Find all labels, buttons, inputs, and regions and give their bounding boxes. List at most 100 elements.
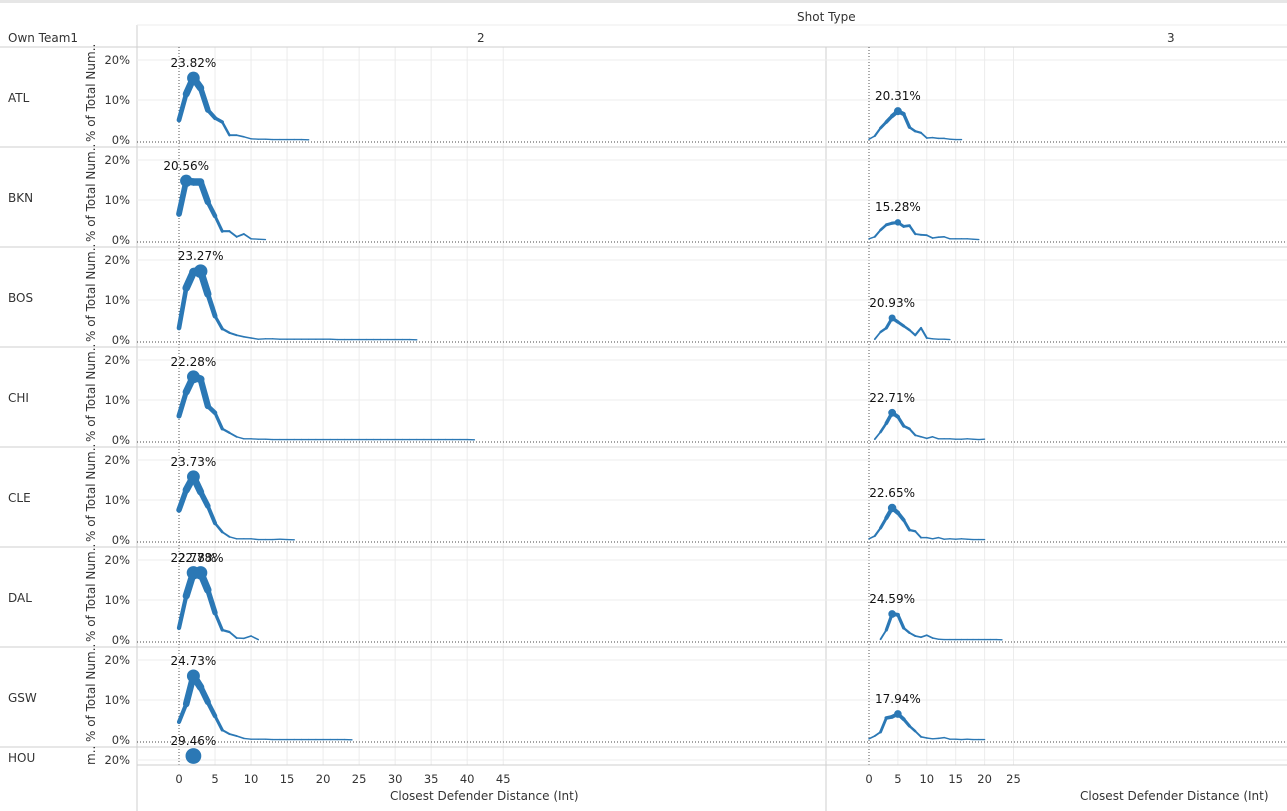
series-right-atl-seg-11 (931, 136, 940, 140)
y-axis-title-hou: m.. (84, 745, 98, 765)
y-axis-title-chi: % of Total Num.. (84, 343, 98, 442)
y-tick-chi-2: 20% (104, 353, 130, 367)
series-left-chi-seg-6 (221, 427, 231, 434)
series-left-bkn-seg-5 (213, 214, 224, 233)
series-right-bkn-seg-0 (868, 236, 876, 240)
series-left-atl-seg-0 (176, 91, 189, 123)
series-right-bkn-seg-7 (908, 224, 917, 236)
series-left-dal-seg-9 (243, 635, 252, 640)
series-right-atl-seg-8 (914, 130, 923, 134)
row-label-hou: HOU (8, 751, 36, 765)
y-tick-dal-1: 10% (104, 593, 130, 607)
peak-marker-left-hou (185, 748, 202, 764)
x-axis-title-right: Closest Defender Distance (Int) (1080, 789, 1269, 803)
series-right-atl-seg-9 (920, 131, 928, 139)
y-tick-cle-1: 10% (104, 493, 130, 507)
series-left-dal-seg-5 (213, 611, 224, 632)
series-right-dal-seg-4 (902, 626, 911, 634)
x-axis-band (137, 766, 1287, 811)
x-tick-right-25: 25 (1006, 772, 1021, 786)
row-label-gsw: GSW (8, 691, 37, 705)
series-right-chi-seg-4 (896, 415, 906, 428)
series-right-atl-seg-7 (908, 125, 917, 133)
series-left-cle-seg-3 (197, 489, 211, 509)
panel-header-2: 2 (477, 31, 485, 45)
series-left-bos-seg-10 (250, 337, 259, 340)
peak-label-right-dal: 24.59% (869, 592, 915, 606)
x-tick-left-25: 25 (351, 772, 367, 786)
x-tick-right-10: 10 (919, 772, 935, 786)
series-right-dal-seg-9 (931, 637, 940, 640)
row-header-title: Own Team1 (8, 31, 79, 45)
series-right-bos-seg-0 (873, 331, 882, 341)
y-tick-bos-0: 0% (111, 333, 130, 347)
y-tick-atl-1: 10% (104, 93, 130, 107)
series-right-dal-seg-5 (908, 631, 917, 637)
series-left-cle-seg-10 (250, 538, 259, 541)
series-left-dal-seg-4 (205, 587, 218, 616)
row-label-atl: ATL (8, 91, 30, 105)
series-left-atl-seg-3 (197, 85, 211, 113)
series-left-gsw-seg-6 (221, 728, 231, 736)
y-tick-bkn-1: 10% (104, 193, 130, 207)
series-left-bos-seg-7 (228, 331, 238, 337)
peak-marker-left-gsw (186, 669, 200, 683)
series-right-bkn-seg-8 (914, 233, 922, 236)
series-left-gsw-seg-7 (228, 733, 238, 737)
series-right-gsw-seg-10 (926, 737, 934, 740)
series-left-bkn-seg-8 (235, 233, 245, 238)
y-tick-gsw-1: 10% (104, 693, 130, 707)
series-left-chi-seg-7 (228, 431, 238, 438)
peak-marker-right-cle (887, 503, 897, 513)
series-right-gsw-seg-0 (868, 735, 876, 740)
peak-marker-right-dal (888, 610, 896, 618)
peak-marker-right-chi (888, 408, 897, 417)
peak-label-left-cle: 23.73% (170, 454, 217, 469)
series-right-gsw-seg-2 (879, 716, 888, 734)
panel-header-3: 3 (1167, 31, 1175, 45)
series-left-atl-seg-8 (235, 134, 245, 138)
series-right-atl-seg-6 (902, 112, 912, 129)
y-tick-gsw-0: 0% (111, 733, 130, 747)
peak-label-left-gsw: 24.73% (170, 654, 217, 668)
series-left-bos-seg-9 (243, 336, 252, 339)
series-right-gsw-seg-9 (920, 736, 928, 739)
y-tick-bkn-0: 0% (111, 233, 130, 247)
y-axis-title-dal: % of Total Num.. (84, 543, 98, 642)
series-left-dal-seg-6 (221, 628, 231, 634)
series-left-gsw-seg-3 (197, 684, 211, 706)
y-tick-atl-0: 0% (111, 133, 130, 147)
column-header-title: Shot Type (797, 10, 856, 24)
series-left-gsw-seg-5 (213, 714, 224, 732)
y-tick-gsw-2: 20% (104, 653, 130, 667)
series-left-dal-seg-10 (250, 635, 260, 641)
series-right-chi-seg-8 (920, 436, 928, 440)
peak-marker-left-dal-2 (193, 566, 208, 580)
x-tick-left-40: 40 (459, 772, 475, 786)
series-left-bos-seg-0 (176, 285, 189, 331)
series-right-bkn-seg-11 (931, 236, 940, 239)
series-left-cle-seg-7 (228, 536, 238, 540)
y-tick-chi-1: 10% (104, 393, 130, 407)
series-right-dal-seg-6 (914, 635, 922, 639)
series-right-gsw-seg-13 (943, 736, 951, 740)
y-tick-hou-2: 20% (104, 753, 130, 767)
series-left-atl-seg-6 (220, 120, 231, 137)
series-left-chi-seg-8 (235, 436, 245, 440)
series-right-cle-seg-5 (896, 510, 906, 522)
row-label-bkn: BKN (8, 191, 34, 205)
series-left-bkn-seg-4 (205, 199, 218, 219)
series-right-dal-seg-7 (920, 634, 928, 639)
peak-label-left-dal-2: 22.78% (177, 550, 224, 565)
peak-marker-right-gsw (894, 710, 902, 718)
peak-label-left-bos: 23.27% (177, 249, 224, 264)
x-tick-left-20: 20 (315, 772, 331, 786)
series-right-bkn-seg-10 (925, 234, 934, 239)
series-left-gsw-seg-4 (205, 699, 218, 719)
series-right-bos-seg-7 (914, 326, 923, 337)
series-right-atl-seg-13 (943, 137, 951, 140)
series-left-dal-seg-0 (176, 593, 189, 631)
series-right-cle-seg-8 (914, 530, 922, 539)
x-tick-left-35: 35 (423, 772, 439, 786)
